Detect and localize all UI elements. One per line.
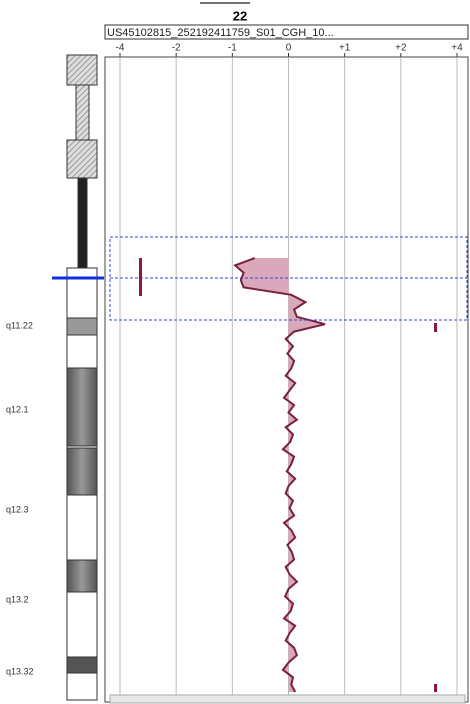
band [66, 367, 98, 447]
aberration-mark [434, 323, 437, 332]
chart-title: 22 [233, 8, 247, 23]
p-arm [66, 54, 98, 86]
stalk [75, 84, 90, 141]
satellite [66, 139, 98, 179]
scrollbar[interactable] [109, 694, 466, 704]
x-tick-label: -4 [116, 43, 125, 54]
x-tick-label: +1 [339, 43, 351, 54]
x-tick-label: -2 [172, 43, 181, 54]
band-label: q12.1 [6, 404, 29, 414]
band [66, 447, 98, 496]
aberration-mark [139, 258, 142, 296]
x-tick-label: 0 [286, 43, 292, 54]
aberration-mark [434, 684, 437, 692]
band [66, 656, 98, 674]
ideogram [66, 54, 98, 701]
band-label: q11.22 [6, 320, 33, 330]
band-label: q13.2 [6, 594, 29, 604]
x-tick-label: -1 [228, 43, 237, 54]
sample-name: US45102815_252192411759_S01_CGH_10... [107, 27, 334, 39]
centromere [77, 177, 88, 269]
area [235, 258, 325, 692]
band [66, 317, 98, 336]
plot [119, 57, 458, 702]
band-label: q13.32 [6, 666, 34, 676]
x-tick-label: +4 [451, 43, 463, 54]
band [66, 559, 98, 593]
line [233, 257, 326, 693]
band-label: q12.3 [6, 504, 29, 514]
plot-frame [104, 56, 469, 703]
x-tick-label: +2 [395, 43, 407, 54]
sample-box [104, 24, 469, 40]
